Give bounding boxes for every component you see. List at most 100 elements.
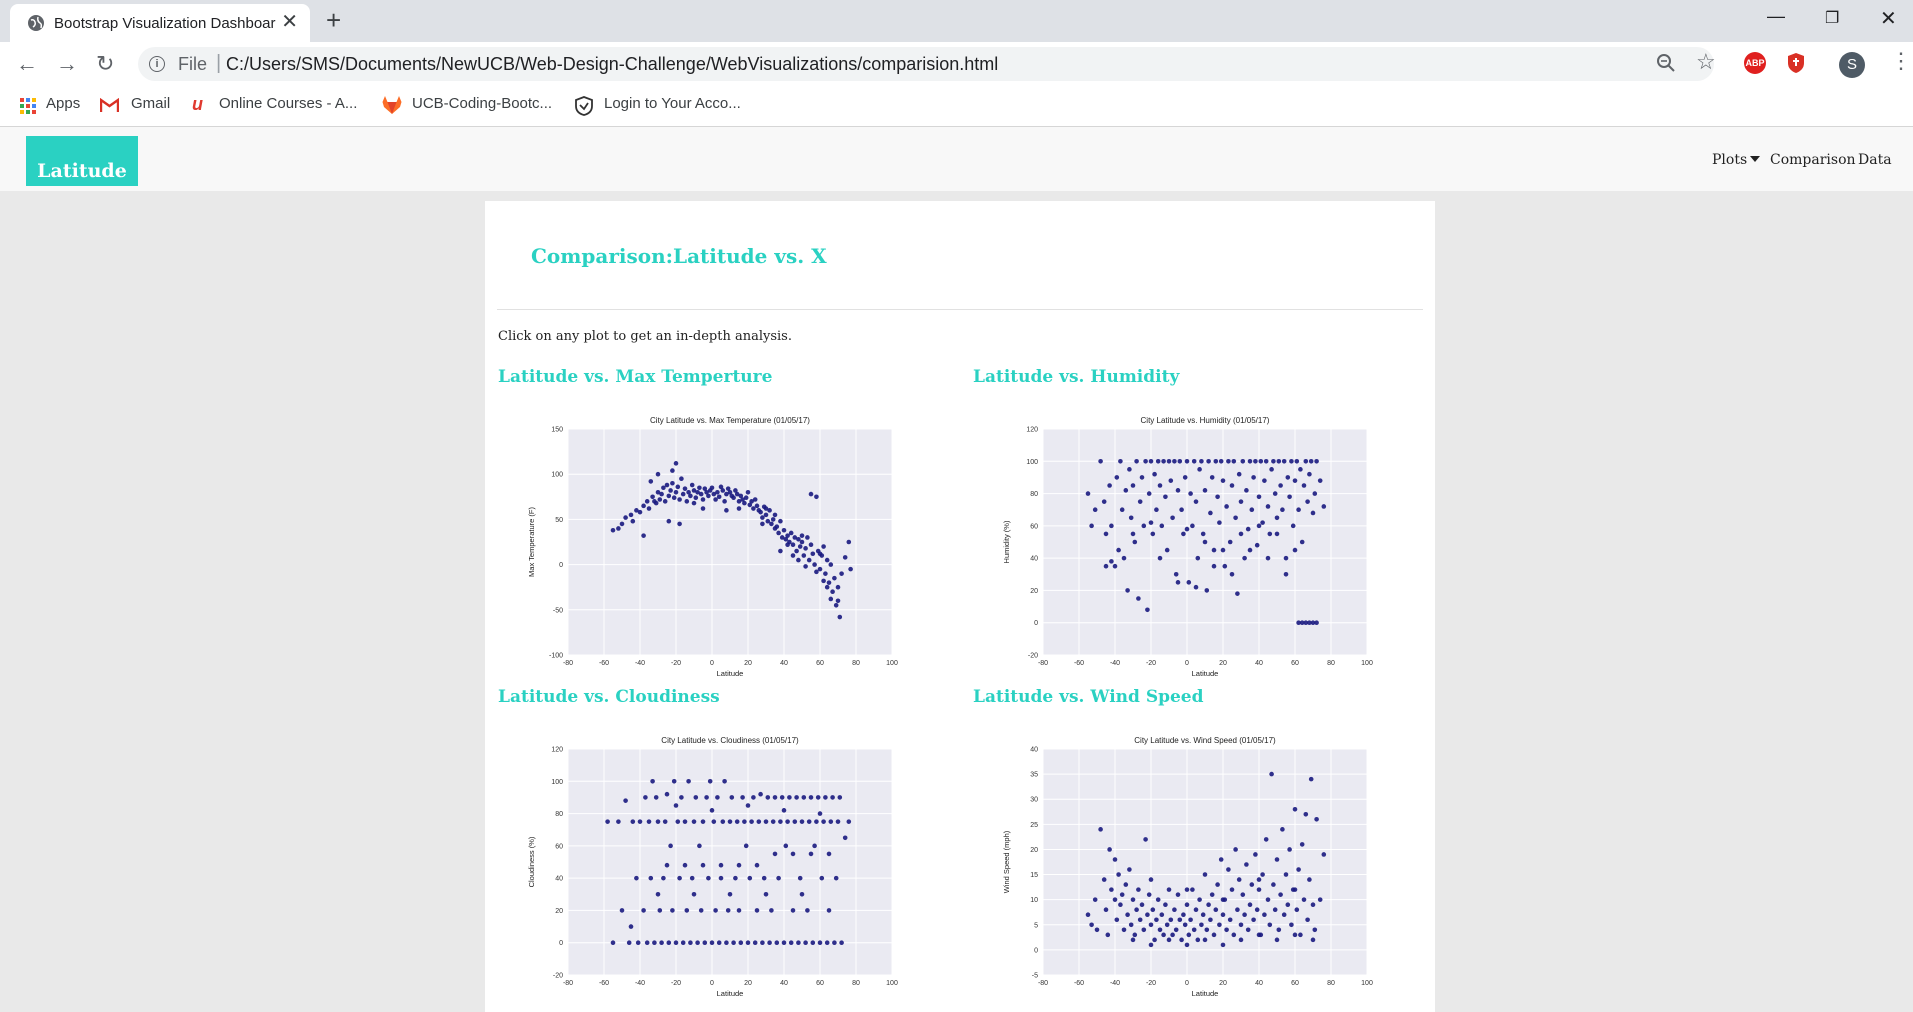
data-point (679, 476, 684, 482)
data-point (1161, 932, 1166, 938)
data-point (619, 908, 625, 913)
data-point (842, 835, 848, 841)
data-point (1101, 877, 1107, 882)
info-icon[interactable]: i (149, 56, 165, 72)
data-point (790, 908, 796, 913)
intro-text: Click on any plot to get an in-depth ana… (498, 329, 792, 344)
gmail-icon (100, 98, 119, 112)
chart-title: City Latitude vs. Humidity (01/05/17) (1141, 416, 1270, 425)
data-point (817, 566, 823, 572)
data-point (724, 940, 729, 946)
data-point (778, 548, 783, 554)
data-point (1226, 867, 1231, 872)
data-point (1157, 927, 1163, 933)
zoom-icon[interactable] (1656, 53, 1676, 73)
nav-plots-dropdown[interactable]: Plots (1712, 152, 1761, 168)
data-point (788, 530, 794, 536)
data-point (1307, 877, 1312, 882)
plot-humidity[interactable]: -80 -60 -40 -20 0 20 40 60 80 100 -20 0 20 40 60 80 100 1… (985, 407, 1375, 682)
data-point (1240, 892, 1246, 897)
data-point (743, 495, 749, 501)
data-point (731, 495, 736, 501)
bookmark-online-courses[interactable]: Online Courses - A... (219, 95, 358, 112)
data-point (707, 778, 713, 784)
data-point (1164, 922, 1170, 928)
data-point (1260, 520, 1265, 525)
data-point (1089, 523, 1094, 529)
data-point (1085, 491, 1091, 496)
close-window-icon[interactable]: ✕ (1880, 8, 1897, 30)
data-point (684, 499, 690, 504)
data-point (1310, 937, 1316, 943)
y-tick-label: -20 (1028, 653, 1038, 660)
data-point (682, 486, 688, 491)
x-tick-label: 60 (816, 660, 824, 667)
browser-toolbar: ← → ↻ i File | C:/Users/SMS/Documents/Ne… (0, 42, 1913, 86)
data-point (814, 569, 819, 575)
bookmark-apps[interactable]: Apps (46, 95, 81, 112)
data-point (648, 875, 654, 881)
x-tick-label: -60 (599, 980, 609, 987)
nav-data[interactable]: Data (1858, 152, 1892, 168)
data-point (1152, 937, 1157, 943)
y-tick-label: 120 (1026, 427, 1038, 434)
data-point (698, 491, 704, 497)
brand-logo[interactable]: Latitude (26, 136, 138, 186)
close-tab-icon[interactable]: ✕ (281, 11, 298, 33)
data-point (1132, 539, 1138, 545)
data-point (1103, 531, 1109, 537)
bookmark-ucb-coding[interactable]: UCB-Coding-Bootc... (412, 95, 553, 112)
bookmark-gmail[interactable]: Gmail (131, 95, 171, 112)
data-point (616, 819, 621, 824)
x-tick-label: 100 (886, 660, 898, 667)
data-point (1157, 555, 1163, 561)
back-arrow-icon[interactable]: ← (16, 51, 38, 76)
plot-cloudiness[interactable]: -80 -60 -40 -20 0 20 40 60 80 100 -20 0 20 40 60 80 100 1… (510, 727, 900, 1002)
data-point (1236, 877, 1242, 882)
x-tick-label: -60 (599, 660, 609, 667)
plot-wind-speed[interactable]: -80 -60 -40 -20 0 20 40 60 80 100 -5 0 5 10 15 20 25 30 35… (985, 727, 1375, 1002)
data-point (774, 940, 780, 946)
data-point (720, 488, 726, 493)
data-point (1177, 458, 1183, 464)
data-point (1292, 887, 1298, 892)
data-point (1094, 927, 1100, 933)
browser-tab[interactable]: Bootstrap Visualization Dashboar ✕ (10, 4, 310, 42)
avatar[interactable]: S (1839, 52, 1865, 78)
data-point (1161, 458, 1166, 464)
data-point (763, 506, 769, 511)
data-point (673, 803, 679, 808)
data-point (1177, 917, 1183, 923)
data-point (1193, 584, 1199, 590)
menu-dots-icon[interactable]: ⋮ (1890, 48, 1912, 73)
data-point (1195, 555, 1201, 561)
address-bar[interactable]: i File | C:/Users/SMS/Documents/NewUCB/W… (138, 47, 1714, 81)
data-point (1220, 547, 1226, 553)
new-tab-button[interactable]: + (326, 5, 342, 35)
data-point (743, 843, 749, 849)
data-point (767, 940, 772, 946)
shield-extension-icon[interactable] (1786, 52, 1806, 74)
data-point (1265, 897, 1271, 902)
data-point (792, 819, 798, 824)
reload-icon[interactable]: ↻ (96, 51, 115, 76)
data-point (738, 940, 744, 946)
restore-icon[interactable]: ❐ (1825, 10, 1840, 27)
data-point (720, 819, 726, 824)
plot-max-temp[interactable]: -80 -60 -40 -20 0 20 40 60 80 100 -100 -50 0 50 100 150… (510, 407, 900, 682)
data-point (1262, 912, 1267, 918)
forward-arrow-icon[interactable]: → (56, 51, 78, 76)
data-point (1170, 515, 1175, 521)
bookmark-star-icon[interactable]: ☆ (1696, 49, 1716, 74)
bookmark-login[interactable]: Login to Your Acco... (604, 95, 741, 112)
x-tick-label: 20 (744, 980, 752, 987)
data-point (1186, 580, 1192, 585)
nav-comparison[interactable]: Comparison (1770, 152, 1856, 168)
minimize-icon[interactable]: — (1767, 6, 1785, 26)
data-point (716, 494, 722, 500)
url-text[interactable]: C:/Users/SMS/Documents/NewUCB/Web-Design… (226, 54, 999, 74)
data-point (1145, 912, 1150, 918)
data-point (1242, 912, 1247, 918)
data-point (1179, 937, 1184, 943)
adblock-extension-icon[interactable]: ABP (1744, 52, 1766, 74)
